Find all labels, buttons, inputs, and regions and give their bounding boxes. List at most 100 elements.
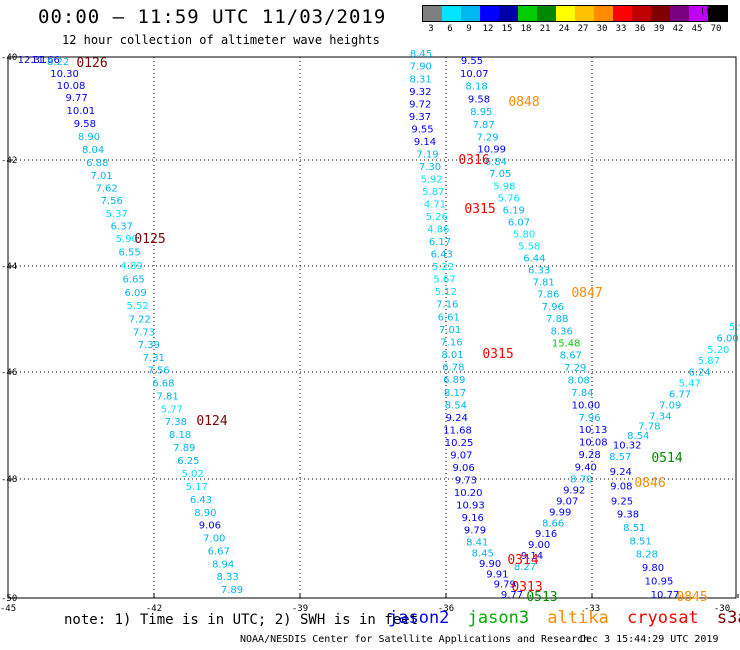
legend-swatch <box>670 6 689 21</box>
wave-height-value: 5.20 <box>707 345 729 356</box>
satellite-key: jason2 jason3 altika cryosat s3a <box>388 608 740 628</box>
wave-height-value: 9.55 <box>461 56 483 67</box>
pass-time-label: 0846 <box>634 476 665 491</box>
wave-height-value: 6.00 <box>716 333 738 344</box>
wave-height-value: 5.02 <box>181 469 203 480</box>
legend-label: 70 <box>710 24 722 34</box>
wave-height-value: 7.30 <box>419 162 441 173</box>
wave-height-value: 5.90 <box>116 234 138 245</box>
wave-height-value: 10.95 <box>645 577 674 588</box>
wave-height-value: 9.25 <box>611 496 633 507</box>
wave-height-value: 8.17 <box>444 388 466 399</box>
color-legend: 3 6 9 12 15 18 21 24 27 30 33 36 39 42 45 70 (ft) <box>422 5 728 34</box>
wave-height-value: 5.76 <box>498 194 520 205</box>
wave-height-value: 4.89 <box>120 261 142 272</box>
wave-height-value: 10.08 <box>579 438 608 449</box>
wave-height-value: 7.34 <box>649 412 671 423</box>
wave-height-value: 6.89 <box>443 375 465 386</box>
legend-label: 18 <box>520 24 532 34</box>
legend-label: 3 <box>428 24 434 34</box>
legend-label: 39 <box>653 24 665 34</box>
wave-height-value: 8.36 <box>551 326 573 337</box>
legend-swatch <box>632 6 651 21</box>
legend-swatch <box>480 6 499 21</box>
lat-label: -42 <box>1 156 17 166</box>
wave-height-value: 6.09 <box>124 288 146 299</box>
lon-label: -42 <box>146 604 162 614</box>
wave-height-value: 8.54 <box>627 431 649 442</box>
wave-height-value: 7.84 <box>571 388 593 399</box>
wave-height-value: 5.37 <box>106 209 128 220</box>
wave-height-value: 8.22 <box>47 57 69 68</box>
wave-height-value: 5.58 <box>518 241 540 252</box>
wave-height-value: 6.61 <box>438 312 460 323</box>
legend-label: 12 <box>482 24 494 34</box>
wave-height-value: 9.00 <box>528 540 550 551</box>
wave-height-value: 7.62 <box>95 184 117 195</box>
pass-time-label: 0315 <box>482 347 513 362</box>
wave-height-value: 6.55 <box>118 247 140 258</box>
wave-height-value: 8.54 <box>445 401 467 412</box>
legend-swatch <box>556 6 575 21</box>
pass-time-label: 0125 <box>134 232 165 247</box>
legend-label: 9 <box>466 24 472 34</box>
wave-height-value: 4.71 <box>424 199 446 210</box>
wave-height-value: 7.22 <box>129 315 151 326</box>
wave-height-value: 7.56 <box>147 366 169 377</box>
wave-height-value: 6.33 <box>528 265 550 276</box>
wave-height-value: 6.43 <box>431 250 453 261</box>
lat-label: -40 <box>1 53 17 63</box>
wave-height-value: 8.18 <box>169 430 191 441</box>
lon-label: -30 <box>714 604 730 614</box>
wave-height-value: 10.13 <box>579 425 608 436</box>
sat-altika: altika <box>547 608 609 628</box>
lat-label: -50 <box>1 594 17 604</box>
wave-height-value: 8.18 <box>465 82 487 93</box>
wave-height-value: 7.16 <box>436 300 458 311</box>
sat-jason3: jason3 <box>467 608 530 628</box>
legend-unit: (ft) <box>700 7 722 17</box>
wave-height-value: 6.77 <box>669 390 691 401</box>
wave-height-value: 7.29 <box>476 132 498 143</box>
wave-height-value: 9.73 <box>455 476 477 487</box>
wave-height-value: 5.67 <box>433 275 455 286</box>
wave-height-value: 6.84 <box>485 157 507 168</box>
wave-height-value: 5.87 <box>422 187 444 198</box>
legend-swatch <box>708 6 727 21</box>
wave-height-value: 9.40 <box>575 463 597 474</box>
wave-height-value: 11.66 <box>31 55 60 66</box>
wave-height-value: 10.99 <box>477 145 506 156</box>
wave-height-value: 9.24 <box>446 413 468 424</box>
pass-time-label: 0314 <box>507 553 538 568</box>
lat-label: -44 <box>1 262 17 272</box>
wave-height-value: 8.57 <box>609 452 631 463</box>
wave-height-value: 9.06 <box>452 463 474 474</box>
pass-time-label: 0313 <box>511 580 542 595</box>
credit-text: NOAA/NESDIS Center for Satellite Applica… <box>240 634 590 645</box>
wave-height-value: 7.87 <box>472 120 494 131</box>
legend-swatch <box>461 6 480 21</box>
wave-height-value: 9.32 <box>409 87 431 98</box>
pass-time-label: 0845 <box>676 590 707 605</box>
wave-height-value: 7.38 <box>165 417 187 428</box>
wave-height-value: 8.90 <box>78 132 100 143</box>
wave-height-value: 7.05 <box>489 169 511 180</box>
wave-height-value: 10.25 <box>445 438 474 449</box>
pass-time-label: 0847 <box>571 286 602 301</box>
wave-height-value: 8.41 <box>466 538 488 549</box>
legend-swatch <box>423 6 442 21</box>
wave-height-value: 9.90 <box>479 559 501 570</box>
legend-label: 15 <box>501 24 513 34</box>
wave-height-value: 5.80 <box>513 229 535 240</box>
wave-height-value: 9.79 <box>464 525 486 536</box>
wave-height-value: 7.19 <box>416 149 438 160</box>
wave-height-value: 7.16 <box>440 337 462 348</box>
wave-height-value: 9.37 <box>409 112 431 123</box>
wave-height-value: 9.08 <box>610 482 632 493</box>
pass-time-label: 0124 <box>196 414 227 429</box>
wave-height-value: 7.31 <box>143 353 165 364</box>
wave-height-value: 6.07 <box>508 218 530 229</box>
wave-height-value: 7.86 <box>537 290 559 301</box>
legend-swatch <box>689 6 708 21</box>
